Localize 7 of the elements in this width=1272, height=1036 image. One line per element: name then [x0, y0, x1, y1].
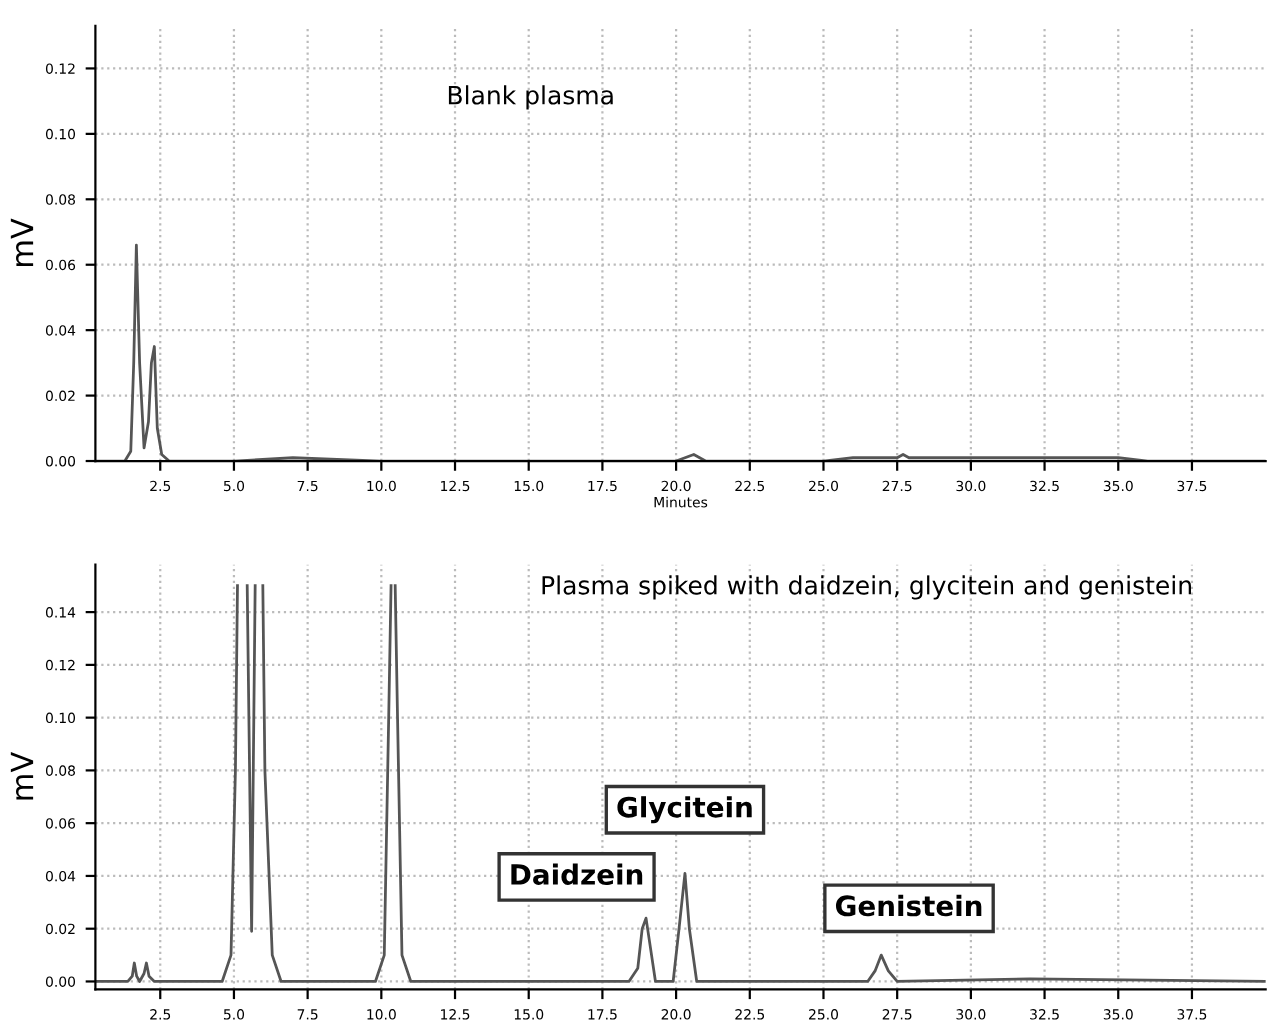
annotation: Genistein: [835, 894, 982, 917]
annotation: Plasma spiked with daidzein, glycitein and genistein: [542, 575, 1191, 600]
annotation: Daidzein: [511, 863, 643, 885]
y-axis-title: mV: [10, 751, 34, 800]
annotation: Blank plasma: [448, 85, 613, 110]
y-axis-title: mV: [10, 218, 34, 267]
annotation: Glycitein: [617, 796, 752, 824]
